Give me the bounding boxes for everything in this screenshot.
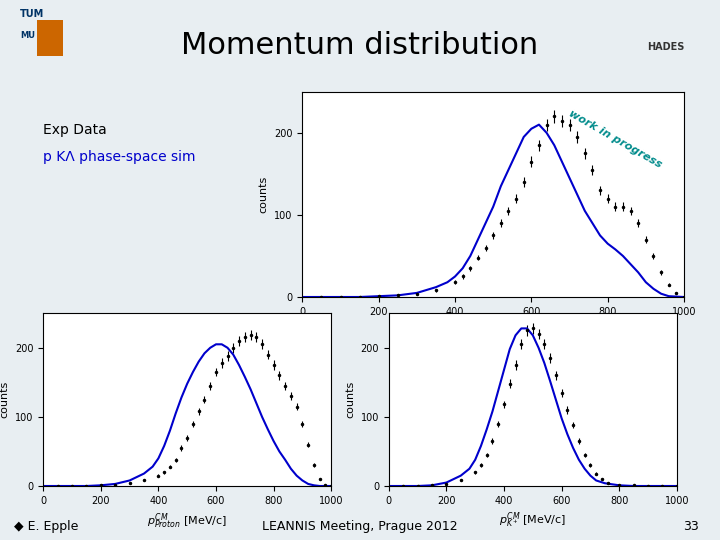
Y-axis label: counts: counts bbox=[258, 176, 269, 213]
Text: Momentum distribution: Momentum distribution bbox=[181, 31, 539, 60]
Y-axis label: counts: counts bbox=[345, 381, 355, 418]
Y-axis label: counts: counts bbox=[0, 381, 9, 418]
Text: p KΛ phase-space sim: p KΛ phase-space sim bbox=[43, 150, 196, 164]
Text: LEANNIS Meeting, Prague 2012: LEANNIS Meeting, Prague 2012 bbox=[262, 520, 458, 533]
X-axis label: $p_{\Lambda}^{CM}$ [MeV/c]: $p_{\Lambda}^{CM}$ [MeV/c] bbox=[459, 322, 527, 342]
Text: MU: MU bbox=[20, 31, 35, 40]
X-axis label: $p_{Proton}^{CM}$ [MeV/c]: $p_{Proton}^{CM}$ [MeV/c] bbox=[147, 511, 228, 531]
Text: Exp Data: Exp Data bbox=[43, 123, 107, 137]
Text: 33: 33 bbox=[683, 520, 698, 533]
Text: HADES: HADES bbox=[647, 42, 685, 52]
Text: work in progress: work in progress bbox=[567, 108, 664, 170]
Text: TUM: TUM bbox=[20, 9, 45, 19]
Text: ◆ E. Epple: ◆ E. Epple bbox=[14, 520, 78, 533]
X-axis label: $p_{K^+}^{CM}$ [MeV/c]: $p_{K^+}^{CM}$ [MeV/c] bbox=[499, 511, 567, 531]
Bar bbox=[37, 20, 63, 56]
